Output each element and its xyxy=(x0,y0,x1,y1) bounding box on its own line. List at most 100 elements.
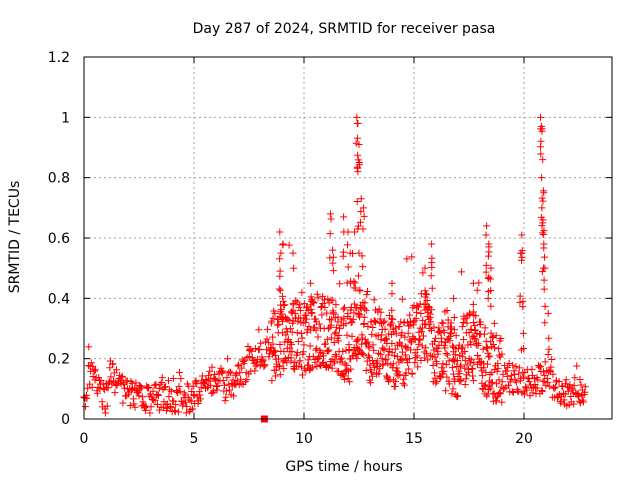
data-point xyxy=(126,385,134,393)
data-point xyxy=(371,364,379,372)
data-point xyxy=(264,339,272,347)
data-point xyxy=(130,400,138,408)
chart-title: Day 287 of 2024, SRMTID for receiver pas… xyxy=(193,21,496,37)
data-point xyxy=(398,348,406,356)
data-point xyxy=(340,304,348,312)
data-point xyxy=(516,292,524,300)
data-point xyxy=(451,358,459,366)
data-point xyxy=(362,306,370,314)
data-point xyxy=(386,321,394,329)
data-point xyxy=(332,328,340,336)
data-point xyxy=(229,376,237,384)
data-point xyxy=(461,357,469,365)
data-point xyxy=(484,349,492,357)
data-point xyxy=(294,337,302,345)
data-point xyxy=(360,351,368,359)
data-point xyxy=(205,377,213,385)
data-point xyxy=(320,352,328,360)
data-point xyxy=(438,319,446,327)
data-point xyxy=(312,326,320,334)
data-point xyxy=(462,375,470,383)
data-point xyxy=(422,344,430,352)
data-point xyxy=(361,305,369,313)
data-point xyxy=(257,339,265,347)
data-point xyxy=(574,393,582,401)
data-point xyxy=(307,293,315,301)
data-point xyxy=(222,393,230,401)
data-point xyxy=(284,353,292,361)
data-point xyxy=(233,370,241,378)
data-point xyxy=(515,370,523,378)
data-point xyxy=(269,333,277,341)
data-point xyxy=(474,352,482,360)
data-point xyxy=(272,372,280,380)
data-point xyxy=(467,325,475,333)
data-point xyxy=(441,344,449,352)
data-point xyxy=(467,341,475,349)
data-point xyxy=(458,323,466,331)
data-point xyxy=(547,363,555,371)
data-point xyxy=(288,347,296,355)
data-point xyxy=(476,359,484,367)
data-point xyxy=(354,156,362,164)
plot-frame xyxy=(83,56,613,420)
data-point xyxy=(382,355,390,363)
data-point xyxy=(483,343,491,351)
data-point xyxy=(138,393,146,401)
data-point xyxy=(388,306,396,314)
data-point xyxy=(537,113,544,121)
data-point xyxy=(485,353,493,361)
data-point xyxy=(431,337,439,345)
data-point xyxy=(359,263,367,271)
data-point xyxy=(496,353,504,361)
data-point xyxy=(369,341,377,349)
y-tick-label: 0.4 xyxy=(48,291,70,307)
data-point xyxy=(488,369,496,377)
data-point xyxy=(290,264,298,272)
data-point xyxy=(363,357,371,365)
data-point xyxy=(323,347,331,355)
data-point xyxy=(536,362,544,370)
data-point xyxy=(87,359,95,367)
data-point xyxy=(518,256,526,264)
data-point xyxy=(538,204,546,212)
data-point xyxy=(269,340,277,348)
data-point xyxy=(398,342,406,350)
data-point xyxy=(251,367,259,375)
data-points xyxy=(80,113,589,423)
data-point xyxy=(303,315,311,323)
data-point xyxy=(287,308,295,316)
data-point xyxy=(439,319,447,327)
data-point xyxy=(409,318,417,326)
data-point xyxy=(119,399,127,407)
data-point xyxy=(177,375,185,383)
data-point xyxy=(509,361,517,369)
data-point xyxy=(85,343,93,351)
data-point xyxy=(469,377,477,385)
data-point xyxy=(451,351,459,359)
data-point xyxy=(296,357,304,365)
data-point xyxy=(484,252,492,260)
data-point xyxy=(407,346,415,354)
y-tick-label: 0.6 xyxy=(48,231,70,247)
data-point xyxy=(413,352,421,360)
data-point xyxy=(358,252,366,260)
axis-ticks: 0 0.2 0.4 0.6 0.8 1 1.2 0 5 10 15 20 xyxy=(48,50,612,447)
data-point xyxy=(421,264,429,272)
data-point xyxy=(399,379,407,387)
data-point xyxy=(340,213,348,221)
x-tick-label: 5 xyxy=(190,431,199,447)
data-point xyxy=(503,367,511,375)
data-point xyxy=(424,356,432,364)
data-point xyxy=(81,403,89,411)
data-point xyxy=(149,387,157,395)
data-point xyxy=(365,353,373,361)
data-point xyxy=(93,389,101,397)
data-point xyxy=(269,314,277,322)
data-point xyxy=(545,334,553,342)
data-point xyxy=(289,299,297,307)
data-point xyxy=(231,371,239,379)
data-point xyxy=(137,382,145,390)
data-point xyxy=(545,382,553,390)
data-point xyxy=(319,299,327,307)
